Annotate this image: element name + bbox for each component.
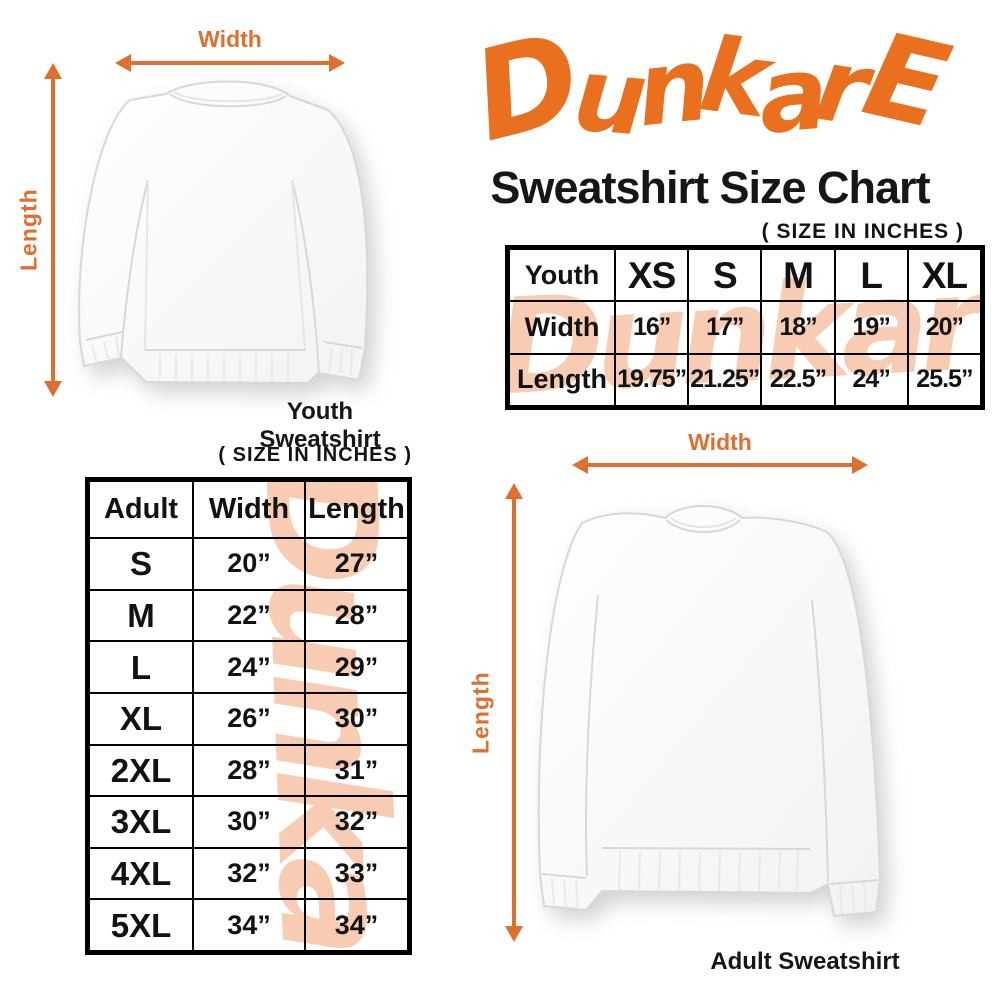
adult-table-length-cell: 27” <box>305 538 408 590</box>
adult-table-length-cell: 30” <box>305 692 408 745</box>
adult-table-size-cell: M <box>89 589 193 642</box>
adult-table-width-cell: 26” <box>193 692 305 745</box>
youth-table-header-cell: L <box>834 249 908 302</box>
adult-diagram: Width Length <box>440 415 1000 1000</box>
size-units-note-adult: ( SIZE IN INCHES ) <box>218 444 412 466</box>
adult-length-arrow-icon <box>505 483 523 942</box>
adult-table-width-cell: 34” <box>193 899 305 951</box>
adult-width-arrow-icon <box>572 456 868 474</box>
adult-table-length-cell: 33” <box>305 847 408 900</box>
size-units-note-top: ( SIZE IN INCHES ) <box>761 220 964 243</box>
youth-table-header-cell: M <box>761 249 835 302</box>
adult-table-grid: Adult Width Length S 20” 27” M 22” 28” L 24” 29” XL 2… <box>89 481 408 951</box>
adult-table-size-cell: 5XL <box>89 899 193 951</box>
youth-width-arrow-icon <box>115 54 345 72</box>
youth-sweatshirt-image <box>78 80 369 384</box>
adult-table-width-cell: 32” <box>193 847 305 900</box>
adult-table-width-cell: 28” <box>193 744 305 797</box>
adult-caption: Adult Sweatshirt <box>710 948 900 975</box>
youth-table-header-cell: XS <box>615 249 689 302</box>
youth-table-value-cell: 22.5” <box>761 353 835 406</box>
adult-table-length-cell: 29” <box>305 641 408 693</box>
adult-table-size-cell: 2XL <box>89 744 193 797</box>
youth-table-value-cell: 18” <box>761 301 835 354</box>
youth-size-table: DunkarE Youth XS S M L XL Width 16” 17” 18” 19” 20”… <box>505 245 985 410</box>
adult-sweatshirt-image <box>537 505 881 917</box>
adult-table-size-cell: 4XL <box>89 847 193 900</box>
youth-width-label: Width <box>198 26 262 52</box>
adult-table-width-cell: 30” <box>193 796 305 848</box>
adult-table-length-cell: 32” <box>305 796 408 848</box>
adult-width-label: Width <box>688 429 752 455</box>
adult-size-table: DunkarE Adult Width Length S 20” 27” M 22” 28” L 2… <box>85 477 412 955</box>
youth-table-row-label: Length <box>509 353 615 406</box>
youth-table-value-cell: 20” <box>907 301 981 354</box>
youth-table-header-cell: Youth <box>509 249 615 302</box>
adult-table-header-cell: Width <box>193 481 305 538</box>
adult-table-size-cell: S <box>89 538 193 590</box>
youth-table-value-cell: 17” <box>688 301 762 354</box>
youth-table-value-cell: 21.25” <box>688 353 762 406</box>
adult-table-width-cell: 22” <box>193 589 305 642</box>
adult-table-header-cell: Length <box>305 481 408 538</box>
page-title: Sweatshirt Size Chart <box>490 162 930 213</box>
adult-table-size-cell: 3XL <box>89 796 193 848</box>
adult-table-length-cell: 34” <box>305 899 408 951</box>
youth-table-value-cell: 25.5” <box>907 353 981 406</box>
adult-table-size-cell: XL <box>89 692 193 745</box>
youth-table-value-cell: 16” <box>615 301 689 354</box>
adult-table-width-cell: 24” <box>193 641 305 693</box>
youth-table-value-cell: 19.75” <box>615 353 689 406</box>
adult-table-length-cell: 28” <box>305 589 408 642</box>
youth-table-row-label: Width <box>509 301 615 354</box>
adult-table-header-cell: Adult <box>89 481 193 538</box>
youth-table-header-cell: XL <box>907 249 981 302</box>
youth-caption: Youth Sweatshirt <box>259 398 381 453</box>
youth-length-label: Length <box>15 188 42 272</box>
brand-logo-letter: E <box>852 6 961 156</box>
youth-table-header-cell: S <box>688 249 762 302</box>
youth-table-grid: Youth XS S M L XL Width 16” 17” 18” 19” 20” Length 19… <box>509 249 981 406</box>
youth-length-arrow-icon <box>44 63 62 397</box>
youth-table-value-cell: 24” <box>834 353 908 406</box>
adult-table-size-cell: L <box>89 641 193 693</box>
youth-table-value-cell: 19” <box>834 301 908 354</box>
adult-table-length-cell: 31” <box>305 744 408 797</box>
youth-diagram: Width Length <box>0 0 440 453</box>
adult-table-width-cell: 20” <box>193 538 305 590</box>
